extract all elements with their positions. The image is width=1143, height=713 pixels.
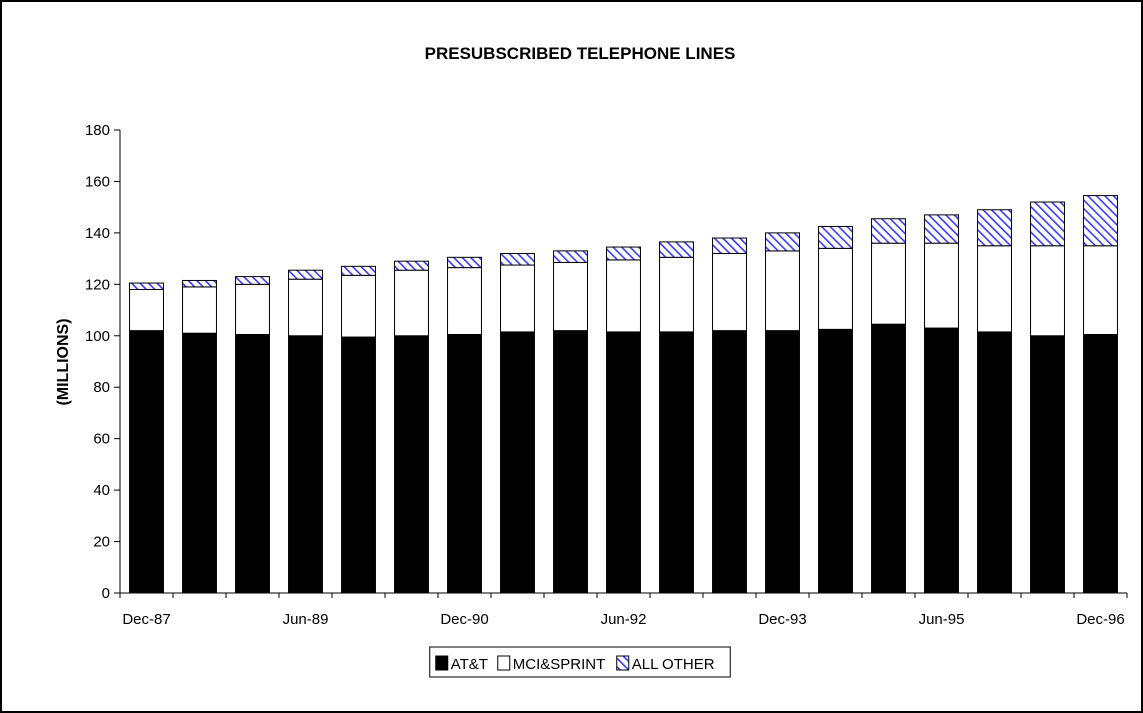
bar-all-other-jun-93	[712, 237, 747, 254]
bar-all-other-dec-95	[977, 209, 1012, 247]
bar-at-t-jun-96	[1030, 335, 1065, 594]
bar-all-other-jun-91	[500, 252, 535, 266]
bar-mci-sprint-jun-90	[394, 269, 429, 337]
bar-mci-sprint-dec-94	[871, 242, 906, 325]
bar-all-other-jun-95	[924, 214, 959, 244]
bar-all-other-dec-94	[871, 218, 906, 244]
bar-mci-sprint-dec-92	[659, 256, 694, 333]
y-tick-label-120: 120	[85, 276, 110, 293]
bar-all-other-jun-94	[818, 225, 853, 249]
legend-label-mci-sprint: MCI&SPRINT	[513, 656, 606, 673]
legend-swatch-at-t	[435, 655, 449, 671]
bar-mci-sprint-jun-88	[182, 286, 217, 334]
x-tick-label-jun-92: Jun-92	[601, 611, 647, 628]
chart-title: PRESUBSCRIBED TELEPHONE LINES	[425, 44, 736, 63]
bar-all-other-jun-96	[1030, 201, 1065, 247]
bar-at-t-jun-92	[606, 331, 641, 594]
bar-all-other-dec-88	[235, 276, 270, 285]
bar-all-other-jun-88	[182, 279, 217, 288]
bar-mci-sprint-dec-90	[447, 267, 482, 335]
legend-label-at-t: AT&T	[451, 656, 488, 673]
y-tick-label-40: 40	[93, 482, 110, 499]
bar-mci-sprint-dec-91	[553, 261, 588, 332]
legend-box	[429, 646, 731, 678]
bar-at-t-dec-87	[129, 330, 164, 594]
bar-at-t-dec-90	[447, 333, 482, 594]
legend-swatch-all-other	[616, 655, 630, 671]
bars-layer	[129, 195, 1118, 594]
y-tick-label-160: 160	[85, 173, 110, 190]
bar-all-other-dec-90	[447, 256, 482, 269]
x-tick-label-dec-87: Dec-87	[122, 611, 170, 628]
bar-all-other-dec-96	[1083, 195, 1118, 247]
bar-all-other-dec-93	[765, 232, 800, 252]
bar-mci-sprint-dec-88	[235, 283, 270, 335]
y-tick-label-60: 60	[93, 431, 110, 448]
bar-all-other-dec-89	[341, 265, 376, 276]
bar-at-t-jun-90	[394, 335, 429, 594]
bar-mci-sprint-dec-95	[977, 245, 1012, 333]
bar-at-t-dec-92	[659, 331, 694, 594]
bar-mci-sprint-jun-93	[712, 252, 747, 332]
legend-swatch-mci-sprint	[497, 655, 511, 671]
bar-at-t-jun-89	[288, 335, 323, 594]
x-tick-label-jun-95: Jun-95	[919, 611, 965, 628]
x-tick-label-dec-90: Dec-90	[440, 611, 488, 628]
bar-mci-sprint-dec-93	[765, 250, 800, 332]
y-axis-label: (MILLIONS)	[55, 318, 72, 405]
y-tick-label-80: 80	[93, 379, 110, 396]
bar-at-t-jun-93	[712, 330, 747, 594]
x-tick-label-jun-89: Jun-89	[283, 611, 329, 628]
bar-all-other-jun-90	[394, 260, 429, 271]
bar-all-other-dec-92	[659, 241, 694, 258]
x-tick-label-dec-93: Dec-93	[758, 611, 806, 628]
bar-at-t-dec-95	[977, 331, 1012, 594]
bar-all-other-dec-87	[129, 282, 164, 290]
y-tick-label-0: 0	[102, 585, 110, 602]
bar-mci-sprint-jun-89	[288, 278, 323, 337]
y-tick-label-140: 140	[85, 225, 110, 242]
axes-layer: 0 20 40 60 80 100 120 140 160 180 Dec-87 Jun-89 Dec-…	[85, 122, 1128, 628]
bar-mci-sprint-jun-96	[1030, 245, 1065, 337]
bar-at-t-jun-91	[500, 331, 535, 594]
bar-at-t-dec-94	[871, 323, 906, 594]
x-tick-label-dec-96: Dec-96	[1076, 611, 1124, 628]
bar-mci-sprint-jun-92	[606, 259, 641, 333]
bar-mci-sprint-jun-91	[500, 264, 535, 333]
bar-at-t-dec-89	[341, 336, 376, 594]
bar-all-other-jun-89	[288, 269, 323, 280]
bar-mci-sprint-dec-96	[1083, 245, 1118, 335]
bar-at-t-dec-91	[553, 330, 588, 594]
bar-mci-sprint-dec-89	[341, 274, 376, 338]
bar-at-t-jun-88	[182, 332, 217, 594]
bar-mci-sprint-dec-87	[129, 288, 164, 332]
bar-at-t-dec-88	[235, 333, 270, 594]
bar-mci-sprint-jun-94	[818, 247, 853, 330]
bar-all-other-jun-92	[606, 246, 641, 261]
bar-at-t-jun-95	[924, 327, 959, 594]
bar-at-t-dec-93	[765, 330, 800, 594]
bar-at-t-jun-94	[818, 328, 853, 594]
y-tick-label-180: 180	[85, 122, 110, 139]
y-tick-label-20: 20	[93, 534, 110, 551]
bar-all-other-dec-91	[553, 250, 588, 263]
y-tick-label-100: 100	[85, 328, 110, 345]
legend: AT&T MCI&SPRINT ALL OTHER	[429, 646, 731, 678]
legend-label-all-other: ALL OTHER	[632, 656, 715, 673]
bar-at-t-dec-96	[1083, 333, 1118, 594]
bar-mci-sprint-jun-95	[924, 242, 959, 329]
